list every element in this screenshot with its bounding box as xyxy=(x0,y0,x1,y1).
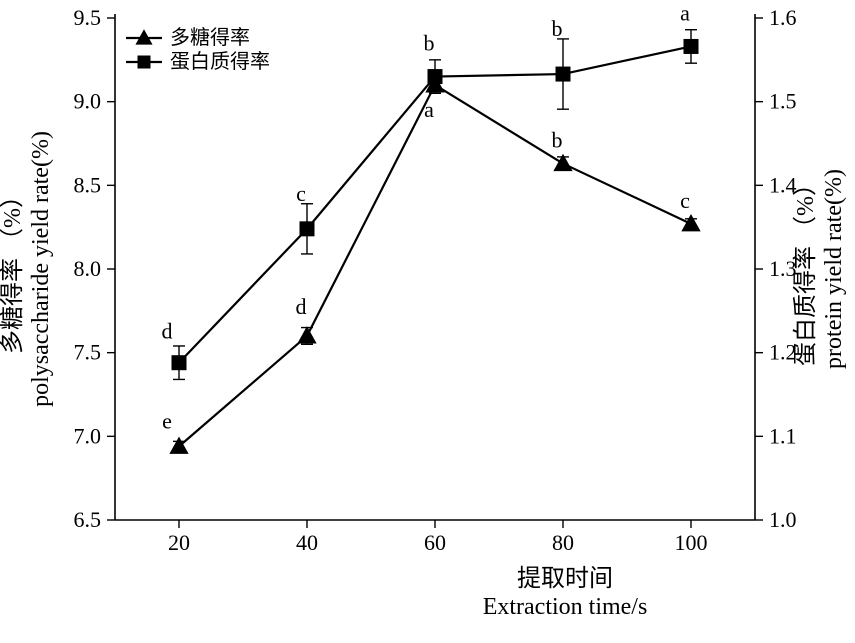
y-right-tick-label: 1.0 xyxy=(769,507,797,532)
y-left-tick-label: 8.5 xyxy=(74,172,102,197)
y-right-tick-label: 1.6 xyxy=(769,5,797,30)
y-right-tick-label: 1.5 xyxy=(769,89,797,114)
x-tick-label: 80 xyxy=(552,530,574,555)
y-left-tick-label: 6.5 xyxy=(74,507,102,532)
significance-label: d xyxy=(296,294,307,319)
y-left-tick-label: 9.5 xyxy=(74,5,102,30)
legend-label-prot: 蛋白质得率 xyxy=(170,50,270,73)
significance-label: e xyxy=(162,408,172,433)
y-left-tick-label: 8.0 xyxy=(74,256,102,281)
significance-label: b xyxy=(424,31,435,56)
significance-label: c xyxy=(680,188,690,213)
significance-label: a xyxy=(680,0,690,25)
x-tick-label: 100 xyxy=(675,530,708,555)
y-right-tick-label: 1.1 xyxy=(769,423,797,448)
significance-label: c xyxy=(296,181,306,206)
x-tick-label: 40 xyxy=(296,530,318,555)
significance-label: d xyxy=(162,319,173,344)
y-left-tick-label: 7.0 xyxy=(74,423,102,448)
y-left-tick-label: 7.5 xyxy=(74,340,102,365)
significance-label: b xyxy=(552,128,563,153)
significance-label: b xyxy=(552,16,563,41)
chart-container: 20 40 60 80 100 6.5 7.0 7.5 8.0 8.5 9.0 9.5 1.0 1.1 1.… xyxy=(0,0,855,643)
significance-label: a xyxy=(424,97,434,122)
x-tick-label: 60 xyxy=(424,530,446,555)
legend-label-poly: 多糖得率 xyxy=(170,26,250,49)
x-tick-label: 20 xyxy=(168,530,190,555)
chart-svg: 20 40 60 80 100 6.5 7.0 7.5 8.0 8.5 9.0 9.5 1.0 1.1 1.… xyxy=(0,0,855,643)
y-left-tick-label: 9.0 xyxy=(74,89,102,114)
